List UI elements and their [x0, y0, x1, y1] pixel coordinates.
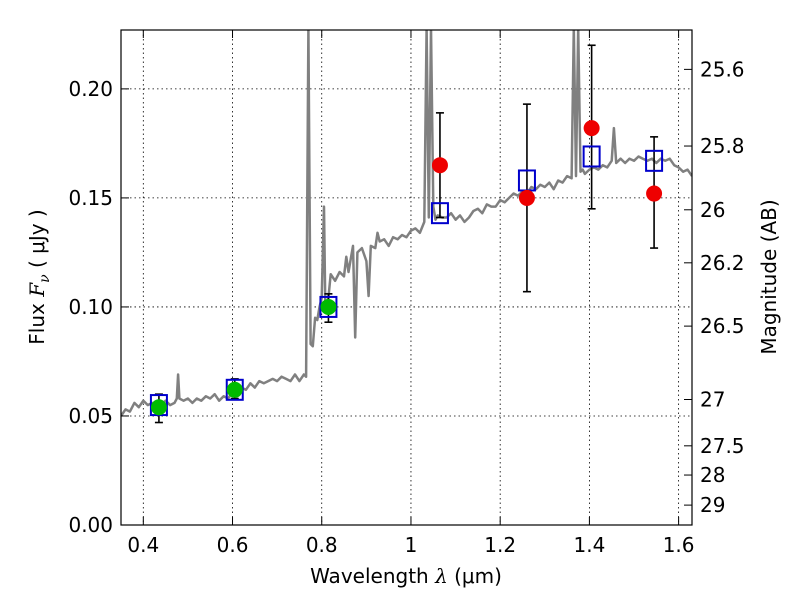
mag-tick-label: 26 [700, 198, 725, 222]
mag-tick-label: 29 [700, 493, 725, 517]
x-tick-label: 0.8 [306, 533, 338, 557]
mag-tick-label: 27 [700, 388, 725, 412]
green-data-point [226, 381, 243, 398]
mag-tick-label: 25.8 [700, 134, 745, 158]
x-tick-label: 1 [405, 533, 418, 557]
red-data-point [518, 189, 535, 206]
mag-tick-label: 28 [700, 463, 725, 487]
axis-ticks: 0.4 0.6 0.8 1 1.2 1.4 1.6 0.00 0.05 0.10 0.15 0.20 2… [68, 30, 745, 557]
mag-tick-label: 25.6 [700, 57, 745, 81]
x-tick-label: 1.2 [484, 533, 516, 557]
green-data-point [150, 399, 167, 416]
red-data-point [646, 185, 663, 202]
red-data-point [431, 157, 448, 174]
x-tick-label: 1.4 [573, 533, 605, 557]
plot-frame [120, 29, 693, 526]
x-axis-label: Wavelength λ (μm) [310, 564, 502, 588]
model-square-marker [645, 149, 664, 172]
mag-tick-label: 26.5 [700, 314, 745, 338]
y-axis-label: Flux Fν ( μJy ) [25, 209, 53, 344]
model-square-marker [430, 202, 449, 225]
mag-tick-label: 26.2 [700, 251, 745, 275]
x-tick-label: 0.4 [127, 533, 159, 557]
mag-tick-label: 27.5 [700, 434, 745, 458]
x-tick-label: 1.6 [663, 533, 695, 557]
model-square-marker [582, 145, 601, 168]
spectrum-line [121, 30, 692, 417]
y-tick-label: 0.20 [68, 77, 113, 101]
red-data-point [583, 120, 600, 137]
y-tick-label: 0.00 [68, 513, 113, 537]
y-tick-label: 0.10 [68, 295, 113, 319]
plot-area [121, 30, 692, 424]
y-tick-label: 0.05 [68, 404, 113, 428]
y-tick-label: 0.15 [68, 186, 113, 210]
y2-axis-label: Magnitude (AB) [757, 199, 781, 354]
grid [121, 30, 692, 526]
green-data-point [320, 298, 337, 315]
x-tick-label: 0.6 [217, 533, 249, 557]
